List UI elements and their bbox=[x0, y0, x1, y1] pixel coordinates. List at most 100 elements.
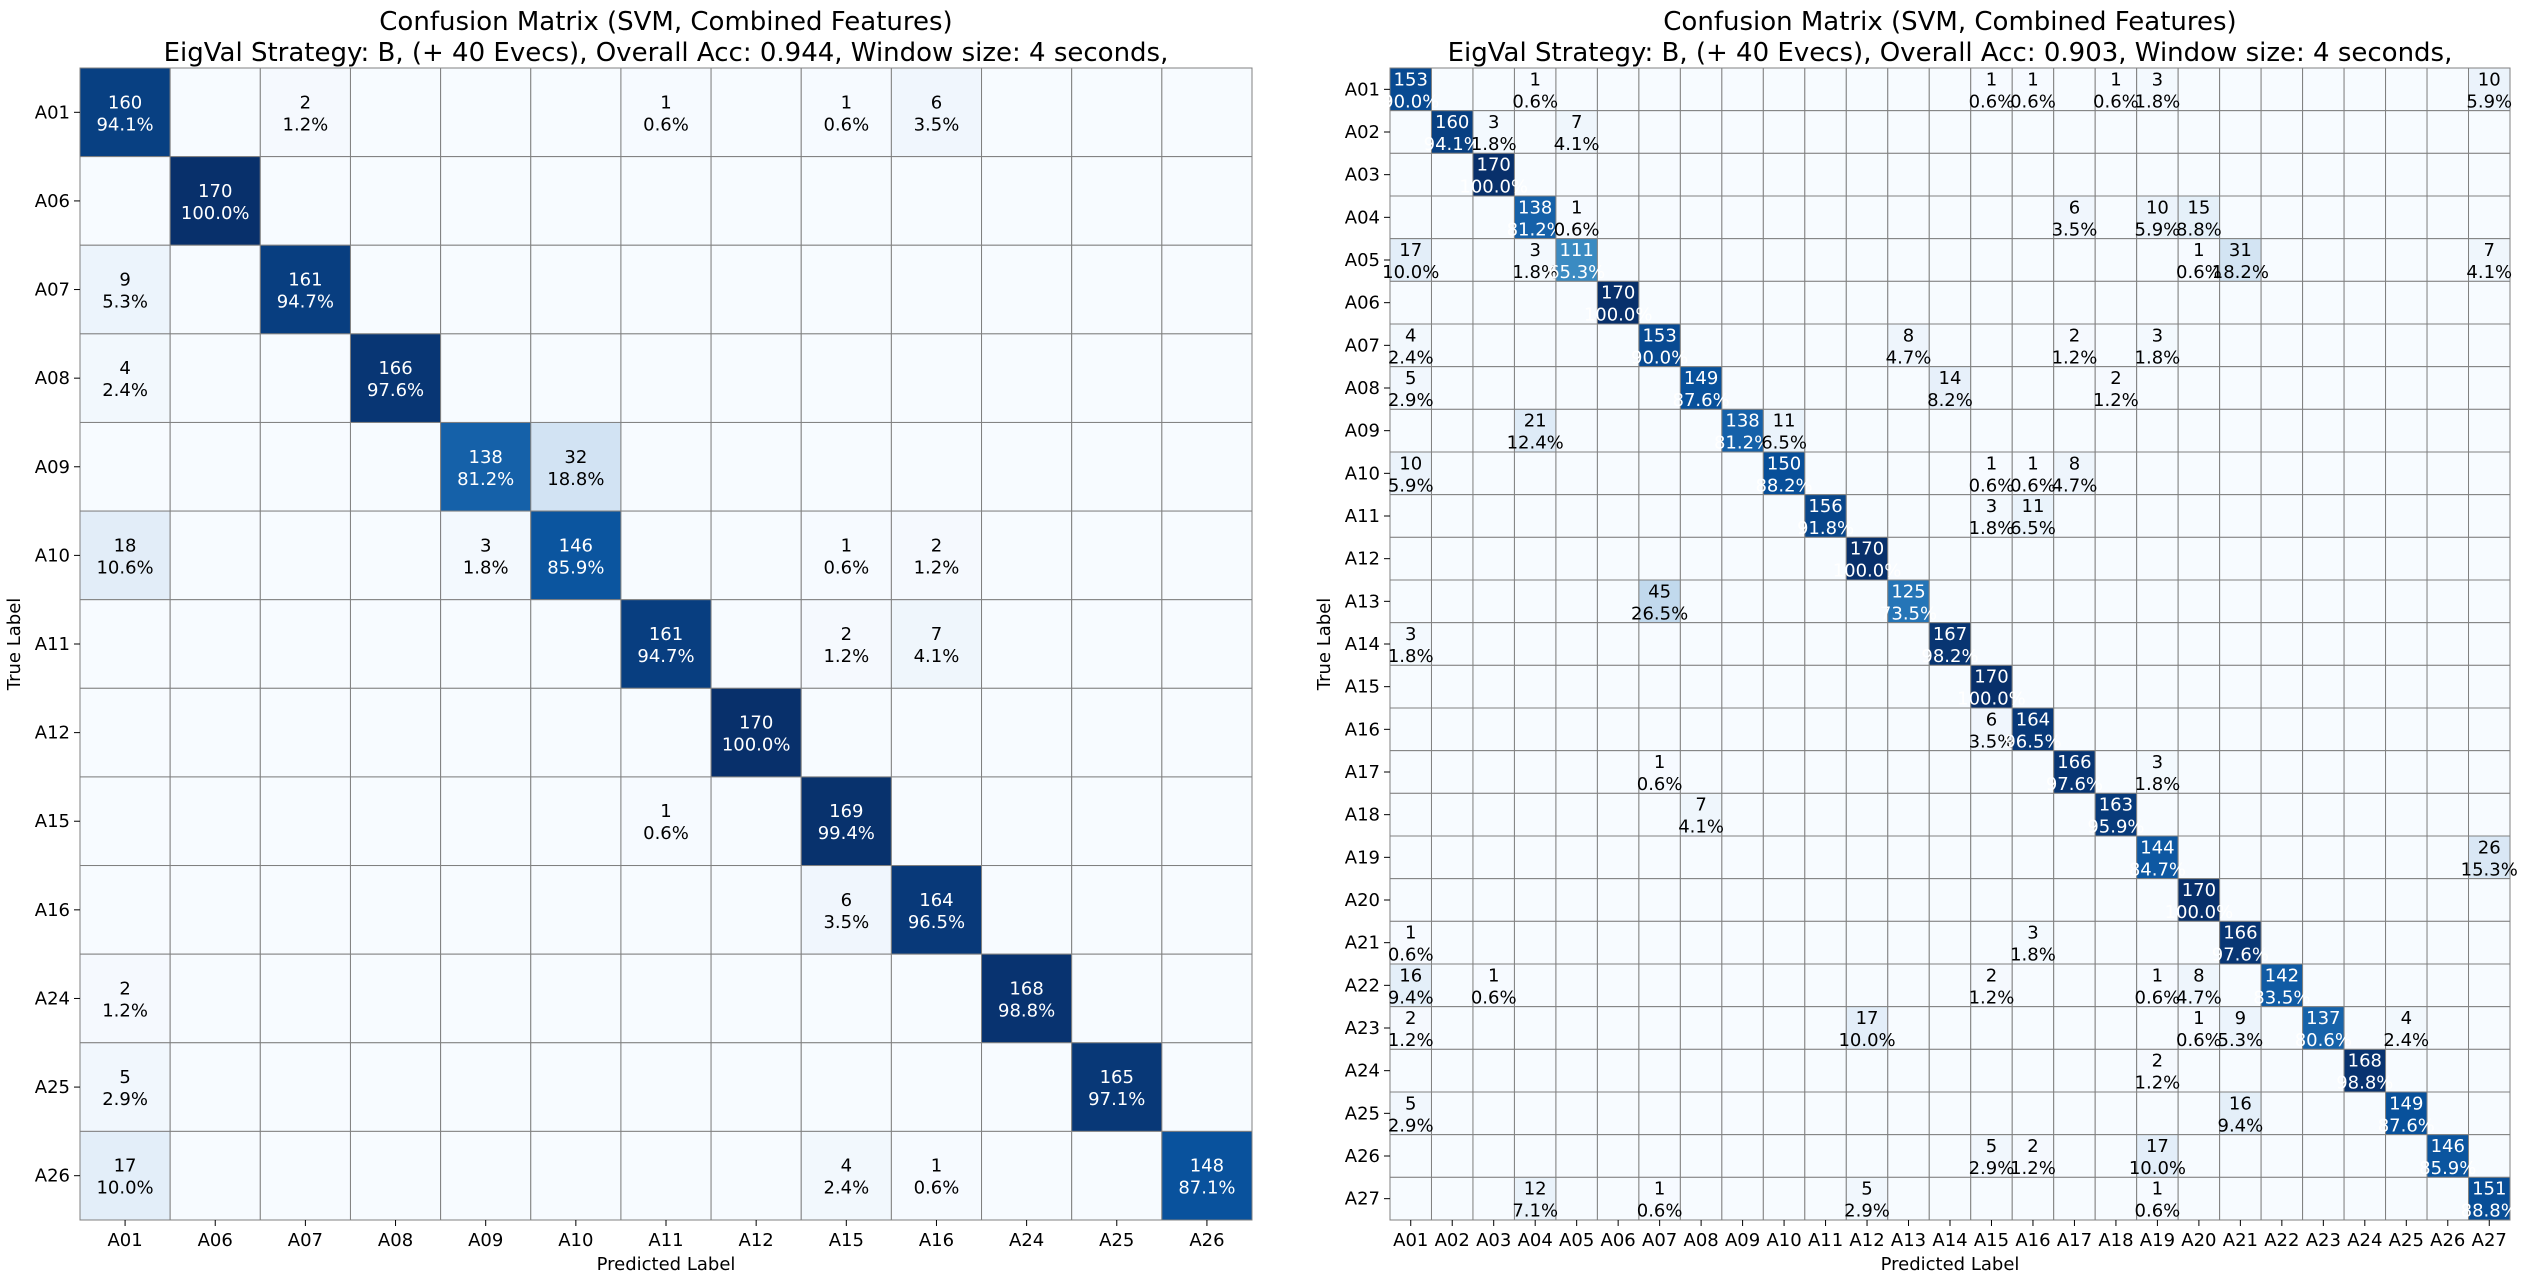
cell-percent-label: 100.0% bbox=[1584, 305, 1653, 326]
heatmap-cell bbox=[1430, 664, 1474, 709]
heatmap-cell bbox=[2053, 408, 2096, 453]
cell-percent-label: 0.6% bbox=[2135, 1201, 2181, 1222]
heatmap-cell bbox=[1389, 536, 1432, 581]
heatmap-cell bbox=[1804, 1176, 1847, 1221]
cell-count-label: 1 bbox=[1405, 923, 1416, 944]
heatmap-cell bbox=[981, 333, 1073, 423]
heatmap-cell bbox=[1555, 1091, 1598, 1136]
heatmap-cell bbox=[710, 510, 802, 601]
heatmap-cell bbox=[2343, 920, 2387, 965]
heatmap-cell bbox=[2385, 579, 2428, 624]
heatmap-cell bbox=[1887, 920, 1930, 965]
heatmap-cell bbox=[2302, 622, 2345, 666]
heatmap-cell bbox=[259, 421, 351, 512]
heatmap-cell bbox=[1845, 110, 1889, 154]
heatmap-cell bbox=[2094, 238, 2138, 282]
heatmap-cell bbox=[1928, 920, 1972, 965]
cell-count-label: 150 bbox=[1767, 453, 1801, 474]
heatmap-cell bbox=[1555, 494, 1598, 538]
heatmap-cell bbox=[259, 67, 351, 158]
heatmap-cell bbox=[1430, 1048, 1474, 1093]
heatmap-cell bbox=[1430, 750, 1474, 794]
heatmap-cell bbox=[2053, 451, 2096, 496]
cell-percent-label: 80.6% bbox=[2295, 1030, 2352, 1051]
heatmap-cell bbox=[2302, 195, 2345, 240]
heatmap-cell bbox=[2385, 878, 2428, 922]
heatmap-cell bbox=[1513, 707, 1557, 752]
cell-percent-label: 0.6% bbox=[1637, 1201, 1683, 1222]
heatmap-cell bbox=[2053, 238, 2096, 282]
heatmap-cell bbox=[1472, 920, 1515, 965]
heatmap-cell bbox=[1513, 1134, 1557, 1178]
heatmap-cell bbox=[349, 865, 442, 955]
heatmap-cell bbox=[1762, 280, 1806, 325]
heatmap-cell bbox=[1721, 920, 1764, 965]
heatmap-cell bbox=[2219, 110, 2262, 154]
heatmap-cell bbox=[440, 599, 532, 689]
heatmap-cell bbox=[2177, 1134, 2221, 1178]
x-tick-label: A03 bbox=[1476, 1230, 1511, 1251]
cell-percent-label: 1.2% bbox=[283, 114, 329, 135]
heatmap-cell bbox=[2260, 707, 2304, 752]
heatmap-cell bbox=[530, 953, 622, 1044]
cell-percent-label: 94.7% bbox=[637, 646, 694, 667]
heatmap-cell bbox=[1161, 67, 1253, 158]
heatmap-cell bbox=[2219, 920, 2262, 965]
heatmap-cell bbox=[1596, 238, 1640, 282]
cell-count-label: 3 bbox=[1405, 624, 1416, 645]
heatmap-cell bbox=[1845, 622, 1889, 666]
heatmap-cell bbox=[2011, 835, 2055, 880]
heatmap-cell bbox=[1845, 920, 1889, 965]
cell-count-label: 17 bbox=[1399, 240, 1422, 261]
heatmap-cell bbox=[710, 865, 802, 955]
heatmap-cell bbox=[620, 687, 712, 778]
heatmap-cell bbox=[2219, 1134, 2262, 1178]
heatmap-cell bbox=[2136, 1091, 2179, 1136]
heatmap-cell bbox=[2219, 408, 2262, 453]
cell-percent-label: 99.4% bbox=[818, 823, 875, 844]
heatmap-cell bbox=[1596, 835, 1640, 880]
heatmap-cell bbox=[1804, 67, 1847, 112]
heatmap-cell bbox=[1555, 238, 1598, 282]
heatmap-cell bbox=[2053, 707, 2096, 752]
heatmap-cell bbox=[2468, 323, 2511, 368]
heatmap-cell bbox=[1596, 1006, 1640, 1050]
cell-percent-label: 97.6% bbox=[367, 380, 424, 401]
heatmap-cell bbox=[2260, 451, 2304, 496]
heatmap-cell bbox=[1721, 707, 1764, 752]
cell-count-label: 2 bbox=[1405, 1008, 1416, 1029]
heatmap-cell bbox=[1762, 707, 1806, 752]
heatmap-cell bbox=[2136, 67, 2179, 112]
heatmap-cell bbox=[1887, 494, 1930, 538]
heatmap-cell bbox=[440, 67, 532, 158]
cell-percent-label: 88.8% bbox=[2461, 1201, 2518, 1222]
heatmap-cell bbox=[2177, 1091, 2221, 1136]
x-tick-label: A24 bbox=[2347, 1230, 2382, 1251]
heatmap-cell bbox=[2219, 1176, 2262, 1221]
cell-percent-label: 18.2% bbox=[2212, 262, 2269, 283]
heatmap-cell bbox=[1555, 792, 1598, 837]
x-tick-label: A09 bbox=[468, 1230, 503, 1251]
cell-percent-label: 10.0% bbox=[2129, 1158, 2186, 1179]
heatmap-cell bbox=[169, 687, 261, 778]
heatmap-cell bbox=[2468, 1134, 2511, 1178]
heatmap-cell bbox=[1071, 599, 1163, 689]
heatmap-cell bbox=[2468, 707, 2511, 752]
heatmap-cell bbox=[349, 687, 442, 778]
heatmap-cell bbox=[710, 776, 802, 867]
cell-count-label: 170 bbox=[1974, 667, 2008, 688]
heatmap-cell bbox=[1430, 494, 1474, 538]
heatmap-cell bbox=[2426, 750, 2470, 794]
cell-percent-label: 96.5% bbox=[908, 912, 965, 933]
heatmap-cell bbox=[1804, 238, 1847, 282]
cell-count-label: 1 bbox=[660, 92, 671, 113]
heatmap-cell bbox=[1596, 622, 1640, 666]
heatmap-cell bbox=[1804, 664, 1847, 709]
heatmap-cell bbox=[1071, 156, 1163, 246]
cell-percent-label: 100.0% bbox=[722, 735, 791, 756]
heatmap-cell bbox=[2468, 536, 2511, 581]
heatmap-cell bbox=[2385, 280, 2428, 325]
heatmap-cell bbox=[1472, 408, 1515, 453]
heatmap-cell bbox=[1679, 451, 1723, 496]
heatmap-cell bbox=[2260, 1048, 2304, 1093]
